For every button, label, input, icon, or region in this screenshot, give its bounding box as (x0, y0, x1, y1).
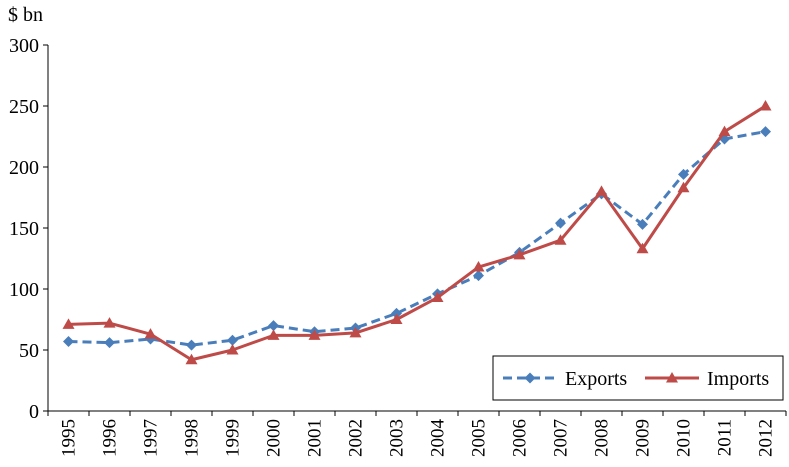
series-group (62, 100, 772, 365)
x-tick-label: 1998 (182, 419, 203, 457)
triangle-marker (267, 329, 280, 340)
x-axis-ticks: 1995 1996 1997 1998 1999 2000 2001 2002 2003 2004… (47, 411, 787, 458)
triangle-marker (144, 328, 157, 339)
triangle-marker (666, 372, 678, 383)
diamond-marker (473, 270, 484, 282)
triangle-marker (431, 291, 444, 303)
diamond-marker (391, 307, 402, 319)
diamond-marker (637, 218, 648, 230)
y-tick-label: 50 (19, 340, 39, 362)
series-imports (62, 100, 772, 365)
x-tick-label: 2007 (551, 419, 572, 457)
triangle-marker (103, 317, 116, 328)
y-axis-label: $ bn (8, 4, 43, 26)
diamond-marker (678, 168, 689, 180)
triangle-marker (349, 326, 362, 338)
diamond-marker (186, 339, 197, 351)
triangle-marker (677, 181, 690, 193)
series-exports (63, 126, 771, 351)
exports-line (68, 130, 766, 347)
legend: Exports Imports (492, 355, 784, 401)
x-tick-label: 2006 (510, 419, 531, 457)
x-tick-label: 2004 (428, 419, 449, 458)
x-tick-label: 2008 (592, 419, 613, 457)
diamond-marker (268, 320, 279, 332)
x-tick-label: 2001 (305, 419, 326, 457)
triangle-marker (554, 234, 567, 245)
x-tick-label: 2003 (387, 419, 408, 457)
x-tick-label: 1997 (141, 419, 162, 457)
triangle-marker (513, 248, 526, 260)
legend-box (492, 355, 784, 401)
x-tick-label: 2009 (633, 419, 654, 457)
imports-line (68, 104, 767, 362)
legend-imports-label: Imports (707, 368, 769, 390)
triangle-marker (595, 185, 608, 196)
y-axis-ticks: 0 50 100 150 200 250 300 (9, 35, 48, 423)
y-tick-label: 200 (9, 157, 39, 179)
diamond-marker (104, 337, 115, 349)
triangle-marker (62, 318, 75, 329)
x-tick-label: 2005 (469, 419, 490, 457)
x-tick-label: 2011 (715, 419, 736, 456)
triangle-marker (718, 125, 731, 137)
y-tick-label: 150 (9, 218, 39, 240)
diamond-marker (760, 126, 771, 138)
x-tick-label: 2012 (756, 419, 777, 457)
x-tick-label: 1995 (59, 419, 80, 457)
triangle-marker (759, 100, 772, 111)
triangle-marker (472, 261, 485, 272)
triangle-marker (226, 344, 239, 355)
diamond-marker (524, 372, 536, 384)
triangle-marker (185, 353, 198, 365)
x-tick-label: 2010 (674, 419, 695, 457)
y-tick-label: 250 (9, 96, 39, 118)
y-tick-label: 0 (29, 401, 39, 423)
diamond-marker (63, 335, 74, 347)
x-tick-label: 2000 (264, 419, 285, 457)
legend-exports-label: Exports (565, 368, 627, 390)
triangle-marker (636, 242, 649, 254)
y-tick-label: 300 (9, 35, 39, 57)
triangle-marker (308, 329, 321, 340)
x-tick-label: 1996 (100, 419, 121, 457)
diamond-marker (555, 217, 566, 229)
diamond-marker (227, 334, 238, 346)
x-tick-label: 2002 (346, 419, 367, 457)
y-tick-label: 100 (9, 279, 39, 301)
triangle-marker (390, 313, 403, 324)
x-tick-label: 1999 (223, 419, 244, 457)
